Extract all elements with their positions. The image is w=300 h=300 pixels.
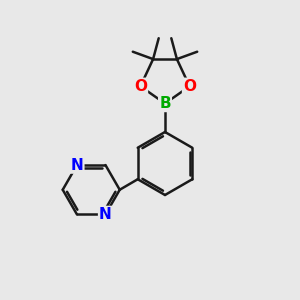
Text: N: N — [70, 158, 83, 172]
Text: O: O — [134, 79, 147, 94]
Text: B: B — [159, 96, 171, 111]
Text: O: O — [183, 79, 196, 94]
Text: N: N — [99, 207, 112, 222]
